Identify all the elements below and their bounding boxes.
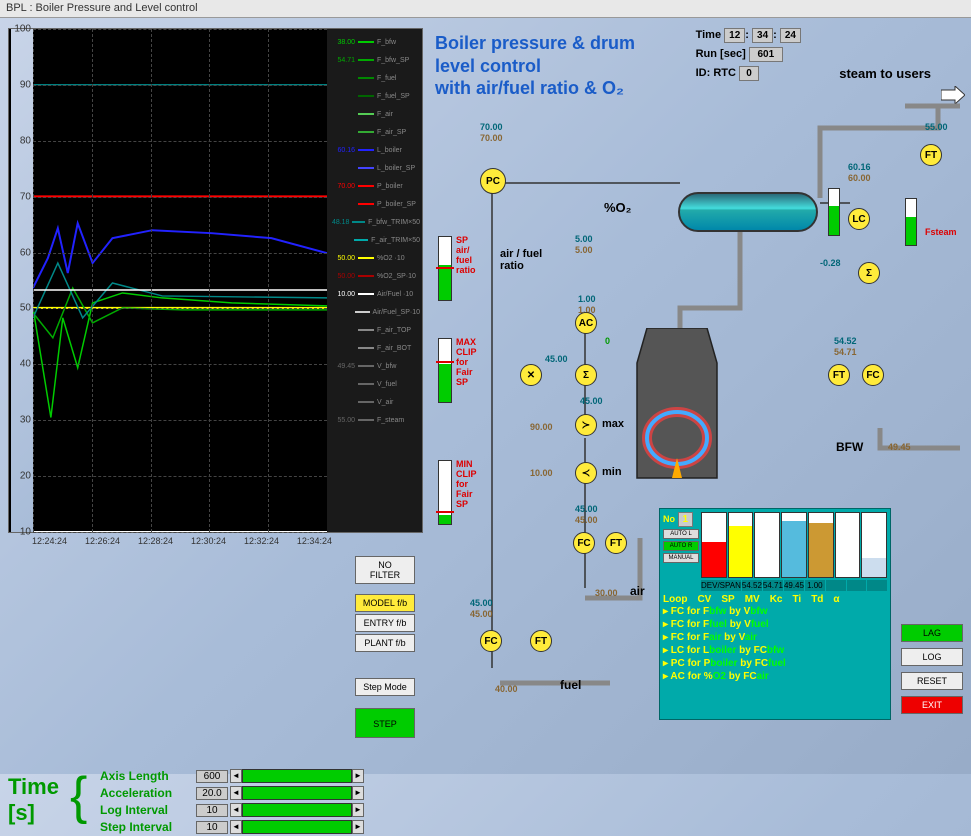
time-s: 24 [780,28,801,43]
trend-chart: 100908070605040302010 38.00F_bfw54.71F_b… [8,28,423,533]
chart-x-axis: 12:24:2412:26:2412:28:2412:30:2412:32:24… [32,536,332,788]
chart-legend: 38.00F_bfw54.71F_bfw_SPF_fuelF_fuel_SPF_… [327,29,422,532]
air-label: air [630,584,645,598]
reset-button[interactable]: RESET [901,672,963,690]
air-val: 30.00 [595,588,618,598]
brace-icon: { [70,766,87,826]
fcfuel-pv: 45.00 [470,609,493,619]
run-val: 601 [749,47,783,62]
ac-pv: 5.00 [575,245,593,255]
time-row-acceleration[interactable]: Acceleration20.0◄► [100,785,364,801]
time-settings-title: Time [s] [8,774,59,826]
time-panel: Time 12: 34: 24 Run [sec] 601 ID: RTC 0 [696,28,801,85]
fcfuel-sp: 45.00 [470,598,493,608]
lag-button[interactable]: LAG [901,624,963,642]
bfw-label: BFW [836,440,863,454]
lc-node[interactable]: LC [848,208,870,230]
tuning-auto-l[interactable]: AUTO L [663,529,699,539]
sp-bar-minclip[interactable] [438,460,452,525]
max-v2: 90.00 [530,422,553,432]
log-button[interactable]: LOG [901,648,963,666]
fuel-label: fuel [560,678,581,692]
exit-button[interactable]: EXIT [901,696,963,714]
mult-node[interactable]: ✕ [520,364,542,386]
bfw-out: 49.45 [888,442,911,452]
right-buttons: LAG LOG RESET EXIT [901,624,963,720]
fsteam-bar [905,198,917,246]
ac-sp: 5.00 [575,234,593,244]
airfuel-label: air / fuel ratio [500,248,542,272]
fuel-out: 40.00 [495,684,518,694]
time-h: 12 [724,28,745,43]
ft-steam-node[interactable]: FT [920,144,942,166]
modelfb-button[interactable]: MODEL f/b [355,594,415,612]
chart-plot [33,29,327,532]
time-row-log-interval[interactable]: Log Interval10◄► [100,802,364,818]
sp-label-maxclip: MAX CLIP for Fair SP [456,338,477,387]
fcair-pv: 45.00 [575,515,598,525]
step-button[interactable]: STEP [355,708,415,738]
window-titlebar: BPL : Boiler Pressure and Level control [0,0,971,18]
steam-to-users-label: steam to users [839,66,931,81]
ftsteam-v: 55.00 [925,122,948,132]
sp-label-minclip: MIN CLIP for Fair SP [456,460,477,509]
fc-bfw-node[interactable]: FC [862,364,884,386]
sp-bar-maxclip[interactable] [438,338,452,403]
lc-pv: 60.00 [848,173,871,183]
ft-air-node[interactable]: FT [605,532,627,554]
plantfb-button[interactable]: PLANT f/b [355,634,415,652]
o2-label: %O₂ [604,200,631,215]
entryfb-button[interactable]: ENTRY f/b [355,614,415,632]
ftbfw-v: 54.52 [834,336,857,346]
pc-pv: 70.00 [480,133,503,143]
ft-bfw-node[interactable]: FT [828,364,850,386]
sp-label-airfuel: SP air/ fuel ratio [456,236,476,276]
fsteam-label: Fsteam [925,228,957,238]
sp-bar-airfuel[interactable] [438,236,452,301]
ft-fuel-node[interactable]: FT [530,630,552,652]
fcbfw-v: 54.71 [834,347,857,357]
max-v1: 45.00 [580,396,603,406]
time-m: 34 [752,28,773,43]
boiler-drum [678,192,818,232]
fc-fuel-node[interactable]: FC [480,630,502,652]
fc-air-node[interactable]: FC [573,532,595,554]
min-v1: 10.00 [530,468,553,478]
ac-r1: 1.00 [578,294,596,304]
lc-out: -0.28 [820,258,841,268]
fcair-sp: 45.00 [575,504,598,514]
tuning-panel: No 1 AUTO LAUTO RMANUAL DEV/SPAN54.5254.… [659,508,891,720]
furnace [632,328,722,528]
tuning-auto-r[interactable]: AUTO R [663,541,699,551]
ac-node[interactable]: AC [575,312,597,334]
max-node[interactable]: ≻ [575,414,597,436]
id-val: 0 [739,66,759,81]
lc-bar [828,188,840,236]
sum1-node[interactable]: Σ [575,364,597,386]
chart-y-axis: 100908070605040302010 [11,29,33,532]
min-node[interactable]: ≺ [575,462,597,484]
lc-sp: 60.16 [848,162,871,172]
time-row-step-interval[interactable]: Step Interval10◄► [100,819,364,835]
main-title: Boiler pressure & drum level control wit… [435,32,635,100]
min-label: min [602,466,622,478]
pc-sp: 70.00 [480,122,503,132]
mult-v: 45.00 [545,354,568,364]
ac-out: 0 [605,336,610,346]
sum2-node[interactable]: Σ [858,262,880,284]
tuning-manual[interactable]: MANUAL [663,553,699,563]
time-row-axis-length[interactable]: Axis Length600◄► [100,768,364,784]
nofilter-button[interactable]: NO FILTER [355,556,415,584]
max-label: max [602,418,624,430]
stepmode-button[interactable]: Step Mode [355,678,415,696]
pc-node[interactable]: PC [480,168,506,194]
